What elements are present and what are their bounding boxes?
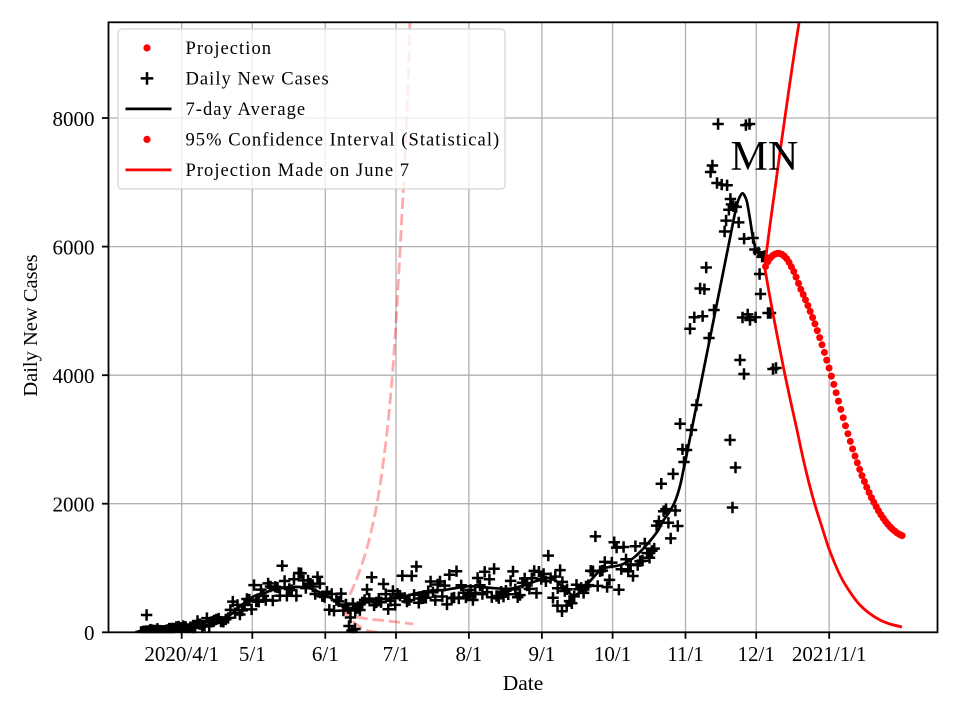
svg-text:8/1: 8/1 <box>455 642 482 666</box>
svg-text:2021/1/1: 2021/1/1 <box>792 642 867 666</box>
svg-text:95% Confidence Interval (Stati: 95% Confidence Interval (Statistical) <box>186 130 501 150</box>
svg-text:6/1: 6/1 <box>312 642 339 666</box>
svg-text:10/1: 10/1 <box>594 642 631 666</box>
svg-text:Date: Date <box>503 671 544 695</box>
svg-text:0: 0 <box>84 621 95 645</box>
svg-text:Daily New Cases: Daily New Cases <box>20 254 42 396</box>
svg-text:11/1: 11/1 <box>667 642 704 666</box>
svg-text:2000: 2000 <box>53 493 95 517</box>
svg-text:5/1: 5/1 <box>239 642 266 666</box>
svg-text:12/1: 12/1 <box>738 642 775 666</box>
svg-text:7/1: 7/1 <box>383 642 410 666</box>
svg-text:4000: 4000 <box>53 364 95 388</box>
svg-text:7-day Average: 7-day Average <box>186 100 307 120</box>
svg-text:Projection: Projection <box>186 39 273 59</box>
svg-text:9/1: 9/1 <box>528 642 555 666</box>
svg-text:MN: MN <box>731 134 799 180</box>
svg-text:Daily New Cases: Daily New Cases <box>186 69 330 89</box>
svg-text:6000: 6000 <box>53 236 95 260</box>
svg-text:Projection Made on June 7: Projection Made on June 7 <box>186 161 411 181</box>
svg-text:8000: 8000 <box>53 107 95 131</box>
svg-text:2020/4/1: 2020/4/1 <box>144 642 219 666</box>
